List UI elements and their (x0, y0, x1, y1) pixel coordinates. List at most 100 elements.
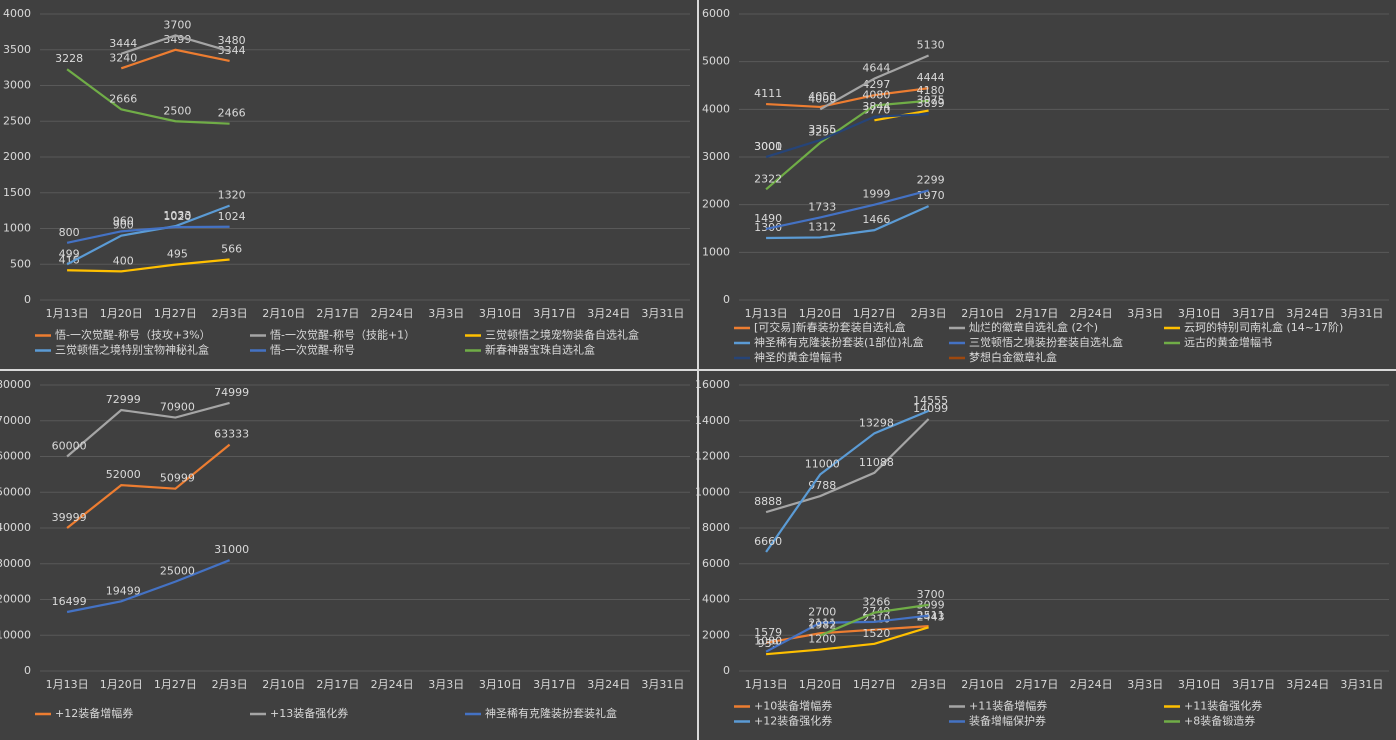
x-tick-label: 1月13日 (46, 678, 89, 691)
data-label: 2511 (917, 609, 945, 622)
y-tick-label: 3000 (3, 79, 31, 92)
y-tick-label: 2500 (3, 114, 31, 127)
data-label: 52000 (106, 468, 141, 481)
y-tick-label: 40000 (0, 521, 31, 534)
legend-label: 梦想白金徽章礼盒 (969, 350, 1057, 364)
y-tick-label: 14000 (695, 414, 730, 427)
x-tick-label: 3月3日 (1127, 678, 1163, 691)
data-label: 25000 (160, 565, 195, 578)
legend-label: +11装备强化券 (1184, 699, 1262, 713)
data-label: 495 (167, 248, 188, 261)
y-tick-label: 0 (723, 293, 730, 306)
data-label: 16499 (52, 595, 87, 608)
legend-label: 悟-一次觉醒-称号（技能+1） (270, 328, 415, 342)
data-label: 3480 (218, 34, 246, 47)
y-tick-label: 6000 (702, 557, 730, 570)
x-tick-label: 3月31日 (641, 307, 684, 320)
series-line (819, 54, 930, 111)
x-tick-label: 2月10日 (961, 307, 1004, 320)
data-label: 499 (59, 247, 80, 260)
data-label: 2299 (917, 173, 945, 186)
chart-panel: 0 2000 4000 6000 8000 10000 12000 14000 16000 1月1… (695, 371, 1396, 740)
data-label: 1520 (862, 627, 890, 640)
y-tick-label: 10000 (0, 628, 31, 641)
legend-label: 装备增幅保护券 (969, 714, 1046, 728)
data-label: 400 (113, 254, 134, 267)
data-label: 14099 (913, 402, 948, 415)
data-label: 2700 (808, 606, 836, 619)
data-label: 19499 (106, 584, 141, 597)
x-tick-label: 2月3日 (212, 307, 248, 320)
series-line (765, 409, 930, 553)
series-line (66, 443, 231, 529)
data-label: 4000 (808, 92, 836, 105)
y-tick-label: 1000 (3, 222, 31, 235)
y-tick-label: 500 (10, 257, 31, 270)
data-label: 3975 (917, 94, 945, 107)
data-label: 800 (59, 226, 80, 239)
x-tick-label: 3月24日 (1286, 307, 1329, 320)
data-label: 2466 (218, 107, 246, 120)
data-label: 1733 (808, 200, 836, 213)
panel-background (0, 371, 697, 740)
data-label: 2322 (754, 172, 782, 185)
data-label: 5130 (917, 38, 945, 51)
x-tick-label: 2月3日 (911, 678, 947, 691)
data-label: 3344 (218, 44, 246, 57)
data-label: 60000 (52, 440, 87, 453)
legend-label: 神圣稀有克隆装扮套装(1部位)礼盒 (754, 335, 924, 349)
data-label: 3844 (862, 100, 890, 113)
x-tick-label: 2月10日 (262, 307, 305, 320)
series-line (765, 614, 929, 653)
data-label: 3770 (862, 103, 890, 116)
data-label: 6660 (754, 535, 782, 548)
data-label: 72999 (106, 393, 141, 406)
series-line (765, 626, 929, 656)
data-label: 4180 (917, 84, 945, 97)
x-tick-label: 1月13日 (46, 307, 89, 320)
legend-label: 神圣的黄金增幅书 (754, 350, 842, 364)
y-tick-label: 3000 (702, 150, 730, 163)
y-tick-label: 4000 (3, 7, 31, 20)
data-label: 70900 (160, 401, 195, 414)
x-tick-label: 1月27日 (853, 678, 896, 691)
data-label: 8888 (754, 495, 782, 508)
series-line (67, 258, 230, 273)
legend-label: 三觉顿悟之境特别宝物神秘礼盒 (55, 343, 209, 357)
legend-label: +12装备增幅券 (55, 706, 133, 720)
y-tick-label: 30000 (0, 557, 31, 570)
series-line (120, 48, 230, 70)
x-tick-label: 2月10日 (262, 678, 305, 691)
data-label: 1579 (754, 626, 782, 639)
data-label: 3700 (917, 588, 945, 601)
data-label: 11088 (859, 456, 894, 469)
data-label: 3240 (109, 51, 137, 64)
panel-background (0, 0, 697, 369)
x-tick-label: 1月20日 (799, 307, 842, 320)
data-label: 1080 (754, 635, 782, 648)
x-tick-label: 3月31日 (1340, 307, 1383, 320)
x-tick-label: 3月24日 (587, 307, 630, 320)
y-tick-label: 1500 (3, 186, 31, 199)
data-label: 3000 (754, 140, 782, 153)
series-line (66, 559, 230, 614)
y-tick-label: 2000 (702, 198, 730, 211)
legend-label: +8装备锻造券 (1184, 714, 1255, 728)
data-label: 1970 (917, 189, 945, 202)
series-line (766, 87, 929, 109)
data-label: 2666 (109, 92, 137, 105)
x-tick-label: 3月17日 (533, 678, 576, 691)
y-tick-label: 20000 (0, 593, 31, 606)
x-tick-label: 2月17日 (1015, 307, 1058, 320)
data-label: 1024 (218, 210, 246, 223)
series-line (766, 205, 930, 240)
series-line (819, 603, 929, 637)
legend-label: 三觉顿悟之境装扮套装自选礼盒 (969, 335, 1123, 349)
x-tick-label: 2月10日 (961, 678, 1004, 691)
data-label: 1982 (808, 619, 836, 632)
data-label: 1200 (808, 633, 836, 646)
x-tick-label: 1月20日 (100, 307, 143, 320)
y-tick-label: 1000 (702, 245, 730, 258)
